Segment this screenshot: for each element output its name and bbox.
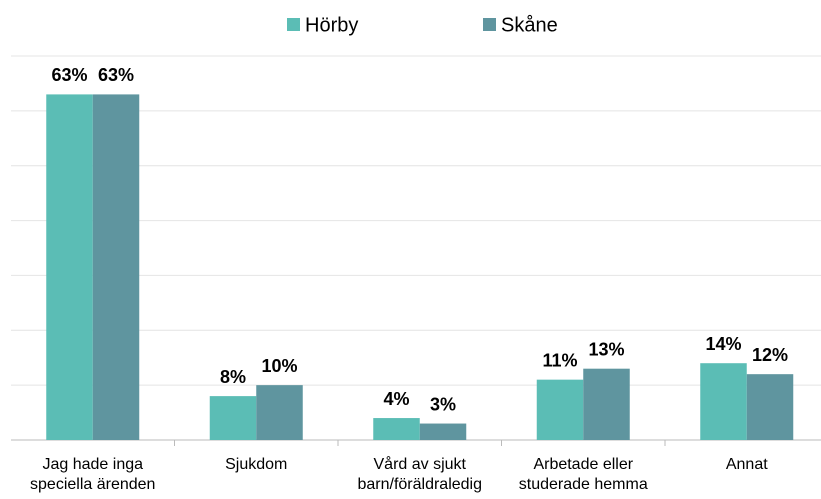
value-label: 3%	[430, 394, 456, 414]
x-tick-label: Annat	[725, 456, 768, 473]
bar	[746, 374, 794, 440]
bar	[256, 385, 303, 440]
x-tick-label: Arbetade eller studerade hemma	[518, 456, 648, 493]
x-tick-label: Vård av sjukt barn/föräldraledig	[357, 456, 483, 493]
legend-swatch	[483, 18, 496, 31]
bar	[92, 94, 140, 441]
value-label: 4%	[383, 389, 409, 409]
bar	[373, 418, 420, 440]
x-tick-label: Sjukdom	[225, 456, 288, 473]
value-label: 12%	[752, 345, 788, 365]
bar	[700, 363, 747, 440]
value-label: 10%	[261, 356, 297, 376]
value-label: 63%	[98, 65, 134, 85]
value-label: 11%	[542, 350, 577, 370]
bar	[46, 94, 93, 441]
bar	[209, 396, 257, 440]
x-tick-label: Jag hade inga speciella ärenden	[30, 456, 156, 493]
legend-label: Skåne	[501, 14, 558, 36]
legend-label: Hörby	[305, 14, 358, 36]
value-label: 13%	[588, 339, 624, 359]
bar	[583, 368, 630, 440]
bar	[419, 423, 467, 440]
value-label: 8%	[220, 367, 246, 387]
legend-swatch	[287, 18, 300, 31]
value-label: 63%	[51, 65, 87, 85]
value-label: 14%	[705, 334, 741, 354]
bar	[536, 379, 584, 440]
